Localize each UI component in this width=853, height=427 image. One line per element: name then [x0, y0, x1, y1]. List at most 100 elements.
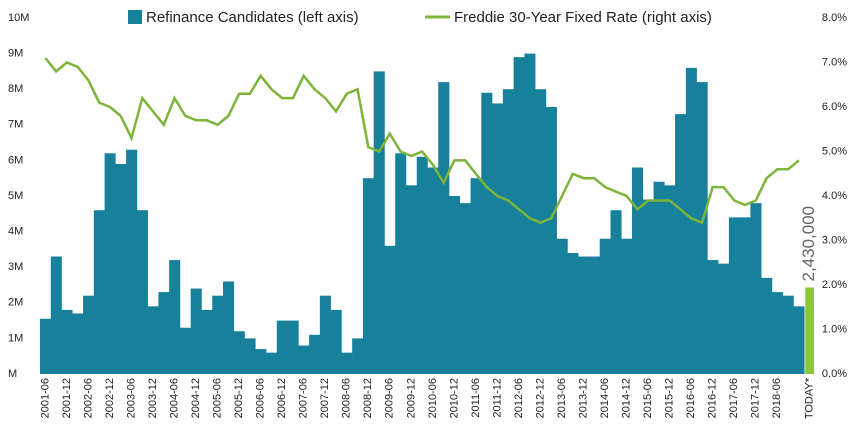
bar [405, 185, 418, 374]
x-tick-label: 2016-12 [707, 378, 719, 418]
bar [556, 238, 568, 374]
x-tick-label: 2007-12 [319, 378, 331, 418]
x-tick-label: 2011-12 [491, 378, 503, 418]
x-tick-label: 2005-12 [233, 378, 245, 418]
bar [739, 217, 751, 374]
bar [459, 203, 471, 374]
x-tick-label: 2016-06 [685, 378, 697, 418]
x-tick-label: 2007-06 [298, 378, 310, 418]
bar [384, 245, 396, 374]
legend-label: Refinance Candidates (left axis) [146, 9, 359, 26]
x-tick-label: TODAY* [804, 377, 816, 419]
bar [588, 256, 601, 374]
legend-label: Freddie 30-Year Fixed Rate (right axis) [454, 9, 712, 26]
bar [535, 89, 547, 374]
bar [244, 338, 256, 374]
bar [266, 352, 278, 374]
x-tick-label: 2013-12 [577, 378, 589, 418]
bar [481, 92, 493, 374]
x-tick-label: 2014-06 [599, 378, 611, 418]
x-tick-label: 2014-12 [621, 378, 633, 418]
bar [427, 167, 439, 374]
y2-tick-label: 8.0% [822, 12, 847, 24]
x-tick-label: 2012-06 [513, 378, 525, 418]
y2-tick-label: 7.0% [822, 56, 847, 68]
x-tick-label: 2009-06 [384, 378, 396, 418]
x-tick-label: 2002-06 [82, 378, 94, 418]
x-tick-label: 2001-12 [61, 378, 73, 418]
y-tick-label: 10M [8, 12, 29, 24]
bar [524, 53, 536, 374]
bar [287, 320, 299, 374]
bar [50, 256, 62, 374]
bar [771, 292, 784, 374]
x-tick-label: 2010-06 [427, 378, 439, 418]
bar [362, 178, 374, 374]
y2-tick-label: 6.0% [822, 101, 847, 113]
today-value-label: 2,430,000 [799, 206, 818, 282]
bar [147, 306, 159, 374]
y2-tick-label: 1.0% [822, 323, 847, 335]
bar [438, 82, 450, 374]
x-tick-label: 2008-06 [341, 378, 353, 418]
x-tick-label: 2003-12 [147, 378, 159, 418]
bar [352, 338, 364, 374]
bar [212, 295, 224, 374]
bar [136, 210, 148, 374]
bar [104, 153, 116, 374]
x-tick-label: 2010-12 [448, 378, 460, 418]
rate-line [44, 57, 800, 225]
bar [621, 238, 633, 374]
bar [61, 309, 73, 374]
bar [309, 334, 321, 374]
y-tick-label: 8M [8, 83, 23, 95]
bar [513, 57, 525, 374]
today-bar [805, 287, 814, 374]
x-tick-label: 2001-06 [39, 378, 51, 418]
bar [395, 153, 407, 374]
x-tick-label: 2011-06 [470, 378, 482, 418]
bar [72, 313, 84, 374]
bar [502, 89, 514, 374]
bar [578, 256, 590, 374]
bar [373, 71, 385, 375]
bar [319, 295, 331, 374]
x-tick-label: 2008-12 [362, 378, 374, 418]
bar [696, 82, 708, 374]
x-tick-label: 2009-12 [405, 378, 417, 418]
bar [599, 238, 611, 374]
bar [728, 217, 740, 374]
bar [416, 156, 428, 374]
x-tick-label: 2002-12 [104, 378, 116, 418]
bar [115, 163, 127, 374]
x-tick-label: 2003-06 [125, 378, 137, 418]
y-tick-label: 7M [8, 119, 23, 131]
bar [632, 167, 644, 374]
bar [93, 210, 105, 374]
bar [255, 349, 267, 374]
y-tick-label: M [8, 368, 17, 380]
bar [233, 331, 245, 374]
legend-swatch [128, 10, 142, 24]
x-tick-label: 2017-12 [750, 378, 762, 418]
y-tick-label: 5M [8, 190, 23, 202]
x-tick-label: 2006-06 [255, 378, 267, 418]
bar [470, 178, 482, 374]
bar [707, 260, 719, 374]
bar [341, 352, 353, 374]
bar [276, 320, 288, 374]
y-tick-label: 3M [8, 261, 23, 273]
y-tick-label: 4M [8, 226, 23, 238]
bar [40, 318, 52, 374]
x-tick-label: 2015-12 [664, 378, 676, 418]
x-tick-label: 2006-12 [276, 378, 288, 418]
y2-tick-label: 4.0% [822, 190, 847, 202]
x-tick-label: 2015-06 [642, 378, 654, 418]
bar [222, 281, 235, 374]
x-tick-label: 2004-12 [190, 378, 202, 418]
bar [793, 306, 805, 374]
bar [126, 149, 138, 374]
y-tick-label: 6M [8, 154, 23, 166]
bar [158, 292, 170, 374]
